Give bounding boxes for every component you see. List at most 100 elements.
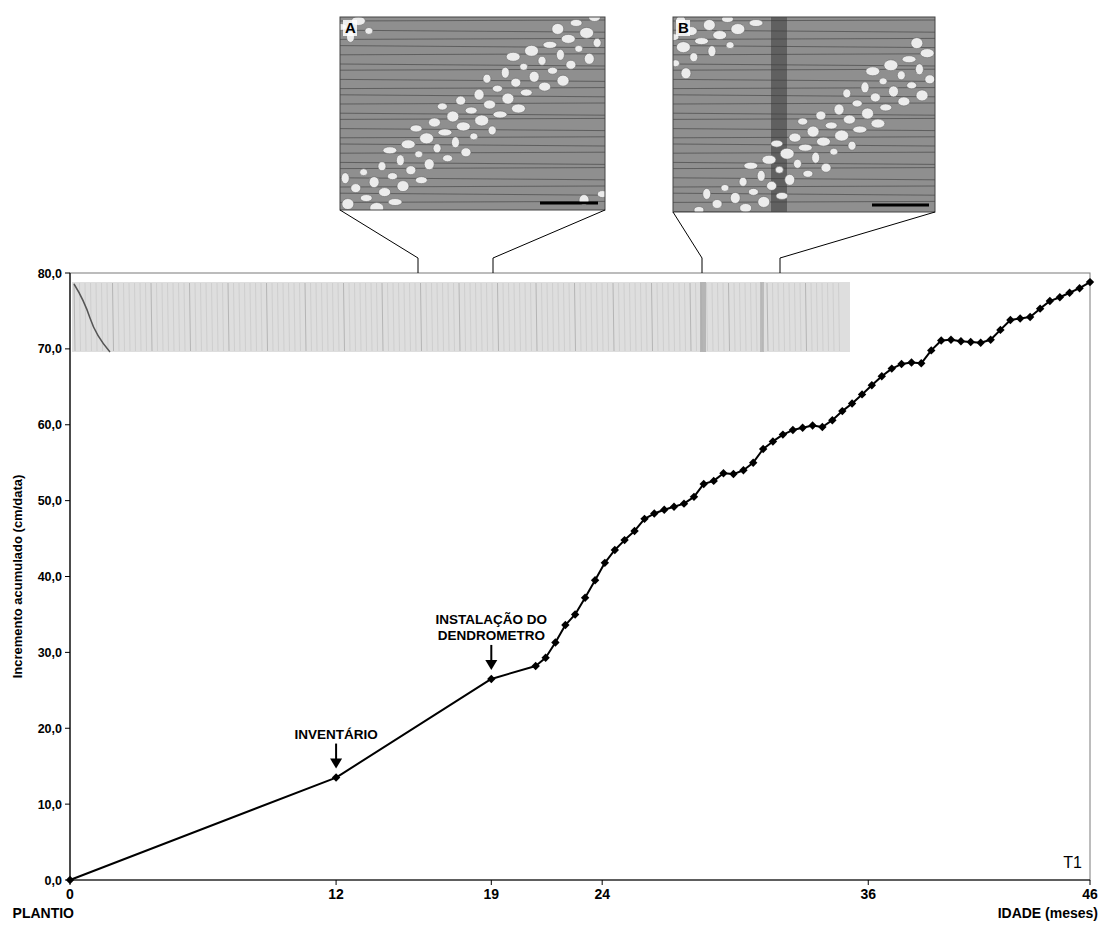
data-point [660,506,668,514]
data-point [897,360,905,368]
strip-texture [140,283,141,351]
micrograph-vessel [713,31,727,40]
micrograph-ray [673,129,935,131]
micrograph-vessel [816,111,826,120]
micrograph-vessel [360,169,368,176]
data-point [808,421,816,429]
micrograph-vessel [447,111,459,122]
micrograph-vessel [370,203,384,210]
strip-texture [624,283,625,351]
strip-texture [168,283,169,351]
data-point [601,559,609,567]
strip-texture [630,283,631,351]
data-point [620,536,628,544]
y-tick [65,652,70,653]
strip-texture [239,283,240,351]
data-point [690,493,698,501]
micrograph-vessel [757,170,765,181]
micrograph-vessel [739,177,747,186]
micrograph-ray [340,95,605,97]
strip-texture [580,283,581,351]
micrograph-vessel [388,199,402,206]
strip-texture [734,283,735,351]
strip-band [760,282,764,352]
micrograph-vessel [673,60,680,67]
micrograph-vessel [744,162,758,169]
micrograph-vessel [539,82,551,91]
strip-texture [443,283,444,351]
x-tick [1090,880,1091,885]
x-tick-label: 19 [484,886,500,902]
strip-texture [806,283,807,351]
micrograph-ray [673,137,935,138]
strip-texture [487,283,488,351]
connector [340,210,418,273]
data-point [551,638,559,646]
strip-texture [481,283,482,351]
micrograph-vessel [493,111,507,118]
micrograph-ray [673,193,935,195]
micrograph-ray [340,46,605,48]
micrograph-vessel [925,75,935,84]
micrograph-vessel [511,78,521,87]
strip-ground [72,282,850,352]
strip-band [700,282,706,352]
micrograph-ray [673,152,935,153]
plot-frame [70,273,1090,880]
micrograph-vessel [871,119,885,128]
micrograph-vessel [451,137,459,148]
strip-texture [470,283,471,351]
micrograph-vessel [584,53,594,64]
strip-texture [608,283,609,351]
y-tick-label: 70,0 [38,342,62,356]
strip-texture [157,283,158,351]
connector [493,210,605,273]
micrograph-vessel [502,93,514,104]
strip-texture [564,283,565,351]
y-tick [65,348,70,349]
strip-texture [542,283,543,351]
micrograph-vessel [812,152,820,163]
micrograph-ray [340,88,605,89]
strip-texture [300,283,301,351]
strip-texture [498,283,499,351]
data-point [749,458,757,466]
strip-texture [619,283,620,351]
micrograph-vessel [538,56,546,65]
strip-texture [206,283,207,351]
micrograph-vessel [853,126,867,133]
strip-texture [245,283,246,351]
wood-strip [72,282,850,352]
micrograph-ray [673,168,935,169]
data-point [937,336,945,344]
strip-texture [124,283,125,351]
strip-texture [685,283,686,351]
micrograph-vessel [410,125,422,132]
micrograph-ray [340,186,605,187]
micrograph-vessel [721,184,729,191]
micrograph-vessel [438,129,452,136]
micrograph-vessel [807,126,819,137]
strip-texture [404,283,405,351]
micrograph-vessel [597,191,605,198]
strip-texture [646,283,647,351]
y-tick [65,424,70,425]
y-tick [65,273,70,274]
strip-texture [338,283,339,351]
strip-texture [718,283,719,351]
micrograph-vessel [695,38,709,45]
chart: AB0,010,020,030,040,050,060,070,080,0012… [0,0,1103,928]
strip-texture [360,283,361,351]
micrograph-vessel [825,122,837,129]
micrograph-vessel [730,192,740,203]
data-point [531,662,539,670]
strip-texture [679,283,680,351]
micrograph-vessel [767,181,777,190]
micrograph-vessel [561,34,575,43]
annotation: INSTALAÇÃO DODENDROMETRO [436,612,548,643]
micrograph-vessel [816,137,830,146]
data-point [670,502,678,510]
strip-texture [267,283,268,351]
x-tick [602,880,603,885]
strip-texture [322,283,323,351]
